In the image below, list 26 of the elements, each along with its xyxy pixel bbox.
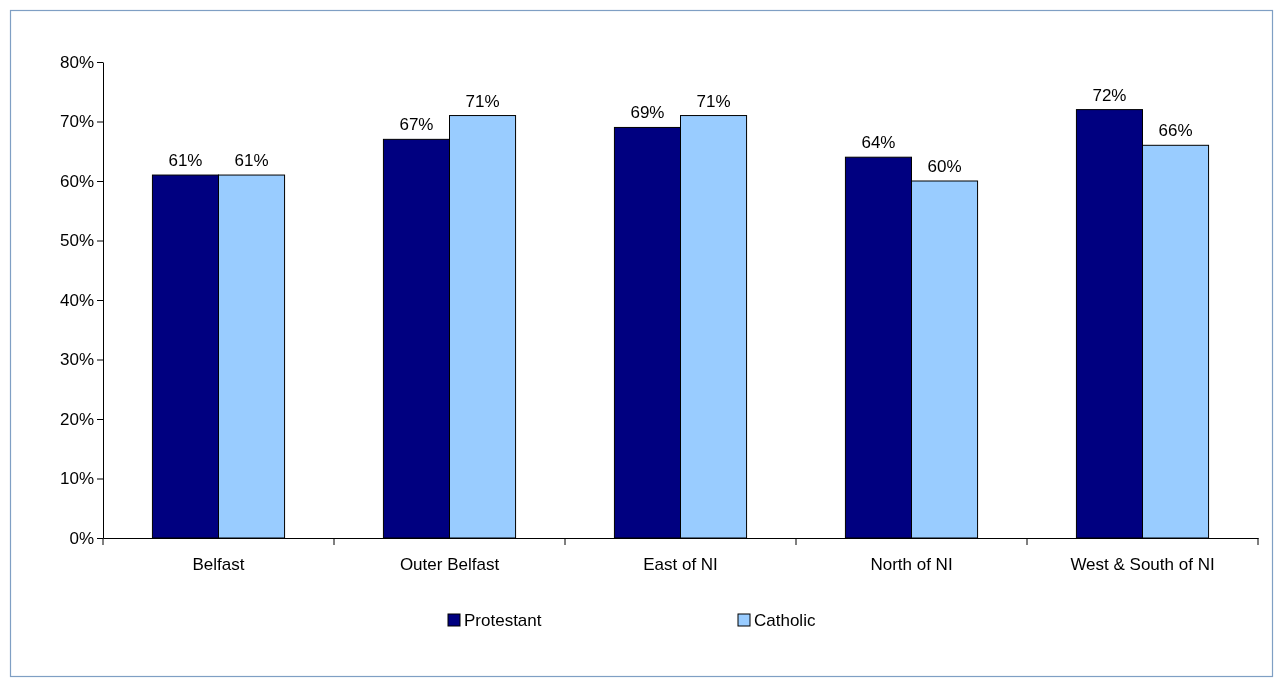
y-tick-label: 70% [59,112,94,132]
y-tick-label: 10% [59,469,94,489]
data-label: 61% [168,151,203,171]
y-tick-label: 80% [59,52,94,72]
legend-label: Protestant [464,611,542,630]
data-label: 66% [1158,121,1193,141]
data-label: 60% [927,157,962,176]
y-tick-label: 0% [69,528,94,548]
y-tick-label: 60% [59,171,94,191]
y-tick-label: 40% [59,290,94,310]
y-tick-label: 30% [59,350,94,370]
y-tick-label: 20% [59,409,94,429]
y-tick-label: 50% [59,231,94,251]
data-label: 71% [696,91,731,111]
x-tick-label: Belfast [192,555,245,575]
data-label: 72% [1092,85,1127,105]
x-tick-label: Outer Belfast [399,555,500,575]
data-label: 69% [630,103,665,123]
data-label: 61% [234,151,269,171]
legend-label: Catholic [754,611,816,630]
data-label: 64% [861,133,896,153]
x-tick-label: North of NI [870,555,953,575]
data-label: 67% [399,115,434,135]
data-label: 71% [465,91,500,111]
x-tick-label: East of NI [643,555,718,575]
x-tick-label: West & South of NI [1070,555,1215,575]
